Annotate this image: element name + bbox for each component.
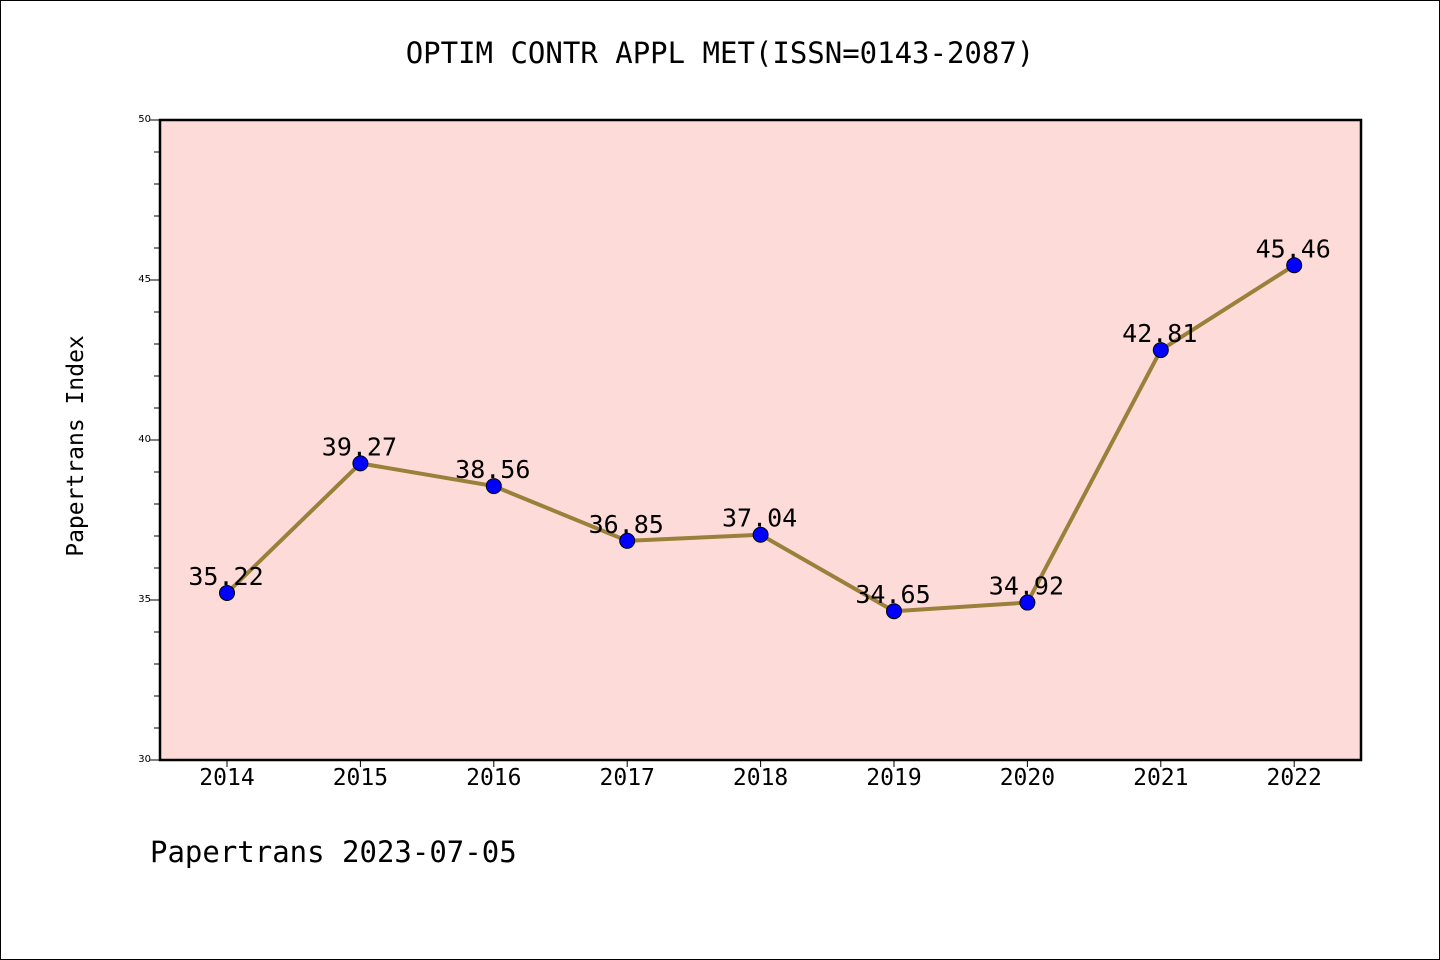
x-tick-label: 2017 xyxy=(600,765,655,791)
data-label: 34.65 xyxy=(855,580,930,609)
data-label: 39.27 xyxy=(322,432,397,461)
data-labels: 35.22 39.27 38.56 36.85 37.04 34.65 34.92 42.81… xyxy=(188,234,1330,609)
x-tick-label: 2015 xyxy=(333,765,388,791)
data-label: 38.56 xyxy=(455,455,530,484)
data-point xyxy=(485,478,502,495)
data-label: 36.85 xyxy=(589,510,664,539)
footer-note: Papertrans 2023-07-05 xyxy=(150,835,517,869)
data-label: 35.22 xyxy=(188,562,263,591)
data-points xyxy=(219,257,1303,620)
data-point xyxy=(619,532,636,549)
y-tick-label: 50 xyxy=(138,114,151,125)
x-tick-label: 2016 xyxy=(466,765,521,791)
data-point xyxy=(752,526,769,543)
data-point xyxy=(886,603,902,620)
y-tick-label: 45 xyxy=(138,274,151,285)
y-tick-label: 35 xyxy=(138,594,151,605)
data-label: 45.46 xyxy=(1256,234,1331,263)
x-tick-label: 2018 xyxy=(733,765,788,791)
x-axis: 2014 2015 2016 2017 2018 2019 2020 2021 2022 xyxy=(199,760,1322,791)
data-point xyxy=(352,455,369,472)
data-label: 42.81 xyxy=(1122,319,1197,348)
y-axis: 30 35 40 45 50 xyxy=(138,114,160,765)
x-tick-label: 2020 xyxy=(1000,765,1055,791)
plot-area xyxy=(160,120,1361,760)
data-point xyxy=(1019,594,1036,611)
y-axis-label: Papertrans Index xyxy=(63,335,89,557)
x-tick-label: 2022 xyxy=(1267,765,1322,791)
data-point xyxy=(1152,342,1169,359)
y-tick-label: 40 xyxy=(138,434,151,445)
plot-border xyxy=(158,118,1363,762)
data-point xyxy=(1286,257,1303,274)
data-point xyxy=(219,584,235,601)
x-tick-label: 2021 xyxy=(1133,765,1188,791)
x-tick-label: 2019 xyxy=(866,765,921,791)
x-tick-label: 2014 xyxy=(199,765,254,791)
data-label: 34.92 xyxy=(989,572,1064,601)
chart-title: OPTIM CONTR APPL MET(ISSN=0143-2087) xyxy=(405,36,1035,70)
y-tick-label: 30 xyxy=(138,754,151,765)
data-label: 37.04 xyxy=(722,504,797,533)
